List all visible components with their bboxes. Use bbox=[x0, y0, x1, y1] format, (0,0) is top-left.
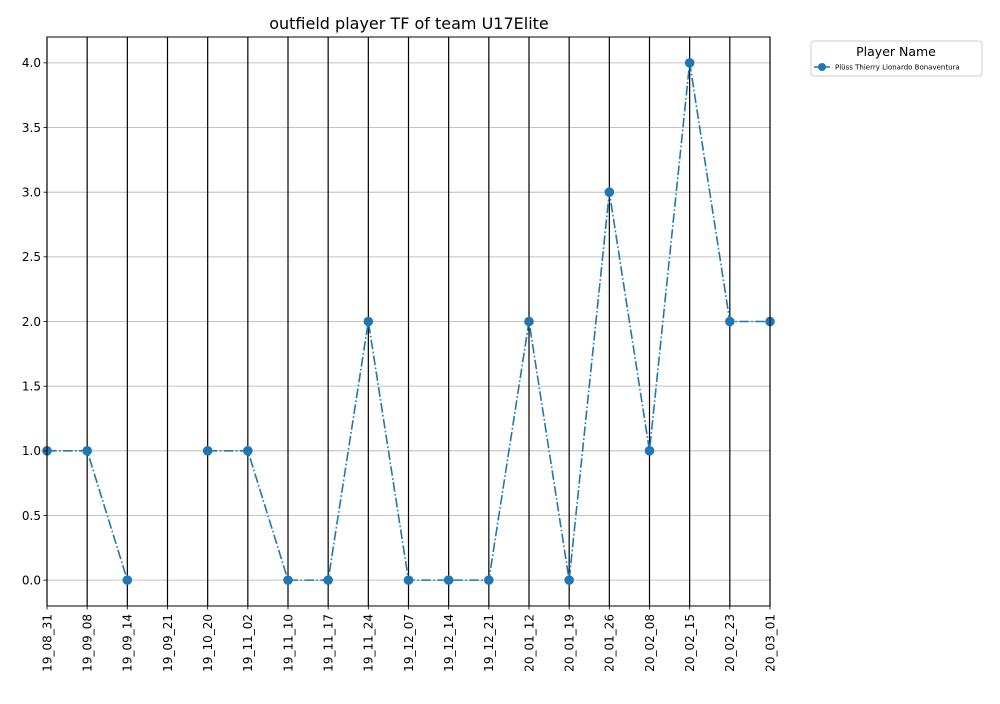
x-tick-label: 19_12_21 bbox=[482, 614, 496, 672]
x-tick-label: 19_11_02 bbox=[241, 614, 255, 672]
x-tick-label: 19_11_10 bbox=[281, 614, 295, 672]
data-point bbox=[484, 575, 494, 585]
x-tick-label: 19_11_24 bbox=[362, 614, 376, 672]
x-tick-label: 19_12_14 bbox=[442, 614, 456, 672]
x-tick-label: 19_11_17 bbox=[321, 614, 335, 672]
y-tick-label: 1.0 bbox=[22, 444, 41, 458]
data-point bbox=[564, 575, 574, 585]
data-point bbox=[443, 575, 454, 585]
x-tick-label: 20_02_08 bbox=[643, 614, 657, 672]
x-tick-label: 19_10_20 bbox=[201, 614, 215, 672]
data-point bbox=[604, 187, 615, 197]
y-tick-label: 0.0 bbox=[22, 573, 41, 587]
chart-title: outfield player TF of team U17Elite bbox=[269, 14, 549, 33]
x-tick-label: 20_02_15 bbox=[683, 614, 697, 672]
y-tick-label: 2.5 bbox=[22, 250, 41, 264]
x-tick-label: 20_03_01 bbox=[763, 614, 777, 672]
x-tick-label: 19_08_31 bbox=[40, 614, 54, 672]
x-tick-label: 20_01_19 bbox=[562, 614, 576, 672]
legend-title: Player Name bbox=[856, 44, 936, 59]
y-tick-label: 1.5 bbox=[22, 379, 41, 393]
data-point bbox=[202, 446, 213, 456]
data-point bbox=[403, 575, 414, 585]
legend-series-label: Plüss Thierry Lionardo Bonaventura bbox=[835, 64, 960, 72]
x-tick-label: 19_12_07 bbox=[402, 614, 416, 672]
data-point bbox=[243, 446, 253, 456]
data-point bbox=[323, 575, 333, 585]
y-tick-label: 3.5 bbox=[22, 121, 41, 135]
x-tick-label: 20_02_23 bbox=[723, 614, 737, 672]
x-tick-label: 19_09_08 bbox=[80, 614, 94, 672]
data-point bbox=[644, 446, 655, 456]
legend-marker bbox=[818, 63, 826, 71]
y-tick-label: 4.0 bbox=[22, 56, 41, 70]
data-point bbox=[82, 446, 92, 456]
y-tick-label: 0.5 bbox=[22, 509, 41, 523]
legend: Player Name Plüss Thierry Lionardo Bonav… bbox=[810, 40, 983, 77]
x-tick-label: 19_09_21 bbox=[161, 614, 175, 672]
y-tick-label: 3.0 bbox=[22, 185, 41, 199]
legend-box bbox=[810, 40, 983, 77]
data-point bbox=[725, 316, 735, 327]
y-tick-label: 2.0 bbox=[22, 315, 41, 329]
x-tick-label: 20_01_26 bbox=[603, 614, 617, 672]
data-point bbox=[524, 316, 534, 327]
x-tick-label: 20_01_12 bbox=[522, 614, 536, 672]
data-point bbox=[122, 575, 133, 585]
axes: 0.0 0.5 1.0 1.5 2.0 2.5 3.0 3.5 4.0 19_08_31 19_09… bbox=[22, 56, 777, 672]
x-tick-label: 19_09_14 bbox=[121, 614, 135, 672]
data-point bbox=[363, 316, 374, 327]
legend-entry: Plüss Thierry Lionardo Bonaventura bbox=[814, 63, 960, 72]
data-point bbox=[283, 575, 293, 585]
data-point bbox=[684, 58, 695, 68]
grid bbox=[46, 37, 771, 606]
